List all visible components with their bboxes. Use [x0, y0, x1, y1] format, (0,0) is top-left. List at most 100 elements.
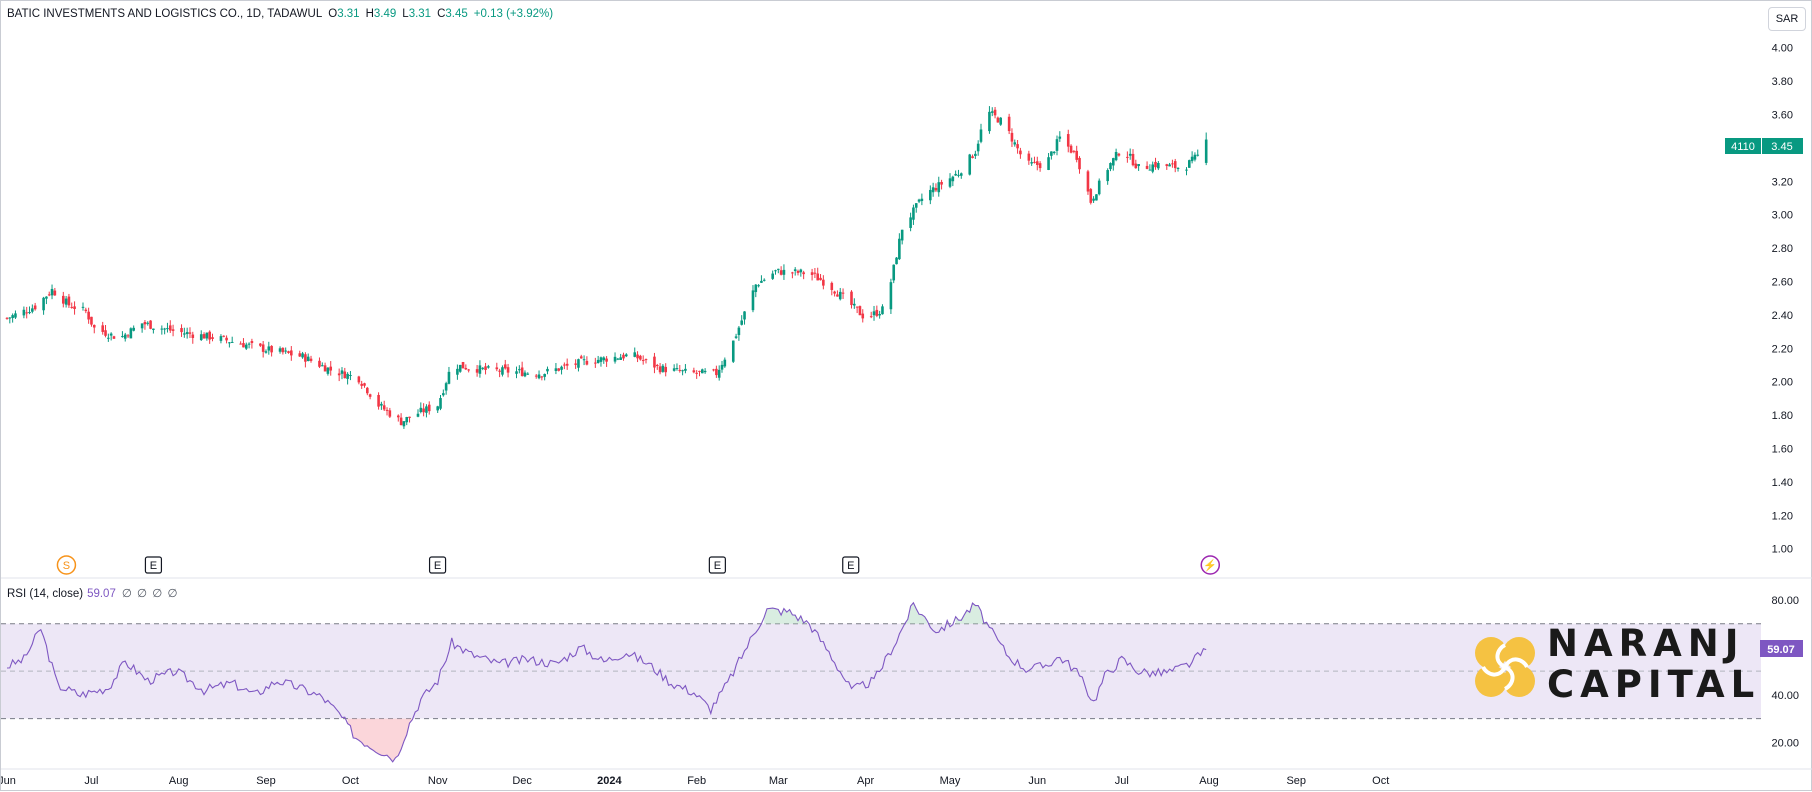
news-event-icon	[1200, 555, 1221, 575]
candle-body	[717, 369, 721, 378]
candle-body	[948, 178, 952, 187]
time-tick-label: Jul	[1115, 775, 1129, 787]
candle-body	[1069, 145, 1073, 153]
price-tick-label: 2.60	[1772, 276, 1793, 288]
candle-body	[475, 369, 479, 373]
candle-body	[239, 343, 242, 345]
candle-body	[163, 328, 166, 330]
candle-body	[222, 335, 226, 337]
rsi-value: 59.07	[87, 588, 116, 600]
rsi-label[interactable]: RSI (14, close)	[7, 588, 84, 600]
candle-body	[557, 368, 561, 371]
candle-body	[366, 387, 369, 394]
candle-body	[990, 111, 994, 113]
candle-body	[261, 344, 265, 352]
price-tick-label: 2.20	[1772, 343, 1793, 355]
candle-body	[1185, 169, 1188, 171]
candle-body	[109, 333, 113, 336]
candle-body	[368, 394, 372, 397]
candle-body	[318, 360, 321, 367]
rsi-overbought-fill	[764, 608, 807, 624]
candle-body	[104, 330, 107, 336]
candle-body	[1089, 189, 1093, 203]
candle-body	[439, 398, 442, 409]
candle-body	[422, 408, 425, 413]
time-tick-label: Jul	[84, 775, 98, 787]
candle-body	[909, 217, 912, 228]
candle-body	[50, 288, 54, 296]
time-tick-label: Oct	[1372, 775, 1389, 787]
price-tick-label: 1.80	[1772, 410, 1793, 422]
split-event-icon	[56, 555, 77, 575]
candle-body	[695, 372, 698, 374]
candle-body	[929, 189, 932, 201]
time-tick-label: Apr	[857, 775, 874, 787]
candle-body	[349, 375, 352, 377]
price-axis[interactable]: 4.003.803.603.403.203.002.802.602.402.20…	[1772, 43, 1793, 556]
currency-button[interactable]: SAR	[1768, 7, 1806, 31]
time-axis[interactable]: Jun Jul Aug Sep Oct Nov Dec 2024 Feb Mar Apr May Jun…	[1, 775, 1389, 787]
candle-body	[537, 374, 541, 379]
candle-body	[703, 370, 707, 373]
candle-body	[678, 369, 682, 371]
candle-body	[81, 306, 85, 308]
candle-body	[337, 373, 341, 376]
candle-body	[881, 306, 884, 315]
candle-body	[518, 369, 521, 371]
candle-body	[774, 270, 777, 272]
symbol-title[interactable]: BATIC INVESTMENTS AND LOGISTICS CO., 1D,…	[7, 8, 323, 20]
candle-body	[579, 356, 583, 359]
candle-body	[540, 376, 544, 378]
candle-body	[968, 154, 972, 175]
candle-body	[228, 342, 231, 344]
candle-body	[633, 352, 637, 357]
candle-body	[45, 296, 48, 299]
candle-body	[377, 394, 380, 407]
candle-body	[1027, 153, 1031, 161]
candle-body	[247, 343, 251, 345]
rsi-tag: 59.07	[1760, 640, 1803, 657]
candle-body	[515, 371, 518, 374]
candle-body	[1190, 156, 1194, 162]
candle-body	[250, 341, 254, 344]
candle-body	[1033, 161, 1036, 163]
rsi-legend[interactable]: RSI (14, close) 59.07 ∅ ∅ ∅ ∅	[7, 586, 179, 600]
candle-body	[793, 269, 797, 271]
candle-body	[622, 354, 625, 359]
candle-series	[5, 106, 1208, 429]
candle-body	[28, 312, 31, 314]
candle-body	[822, 279, 825, 286]
candle-body	[1145, 165, 1149, 169]
candle-body	[802, 272, 805, 275]
candle-body	[838, 291, 842, 300]
candle-body	[456, 368, 459, 375]
candle-body	[1097, 180, 1101, 195]
candle-body	[1050, 151, 1053, 156]
candle-body	[185, 332, 189, 335]
time-tick-label: Aug	[169, 775, 189, 787]
rsi-overbought-fill	[904, 602, 928, 624]
price-tick-label: 3.00	[1772, 210, 1793, 222]
candle-body	[889, 282, 893, 310]
symbol-legend[interactable]: BATIC INVESTMENTS AND LOGISTICS CO., 1D,…	[7, 8, 553, 20]
candle-body	[340, 370, 344, 374]
time-tick-label: Feb	[687, 775, 706, 787]
event-markers[interactable]: S E E E E ⚡	[56, 555, 1221, 575]
candle-body	[853, 303, 856, 306]
candle-body	[495, 367, 499, 370]
candle-body	[309, 358, 313, 361]
candle-body	[895, 257, 898, 265]
candle-body	[937, 182, 941, 193]
candle-body	[62, 295, 65, 304]
candle-body	[284, 350, 287, 352]
candle-body	[712, 369, 715, 371]
candle-body	[979, 129, 983, 142]
rsi-axis[interactable]: 80.00 40.00 20.00	[1771, 595, 1799, 749]
price-tag-value: 3.45	[1771, 141, 1792, 153]
open-label: O	[328, 8, 338, 20]
candle-body	[1134, 163, 1138, 169]
candle-body	[653, 356, 656, 368]
price-tick-label: 2.00	[1772, 377, 1793, 389]
time-tick-label: Jun	[1, 775, 16, 787]
